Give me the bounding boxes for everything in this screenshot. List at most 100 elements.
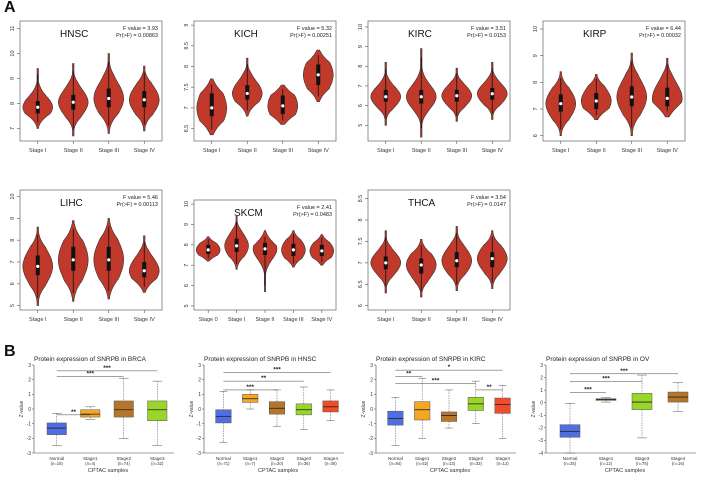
chart-title: Protein expression of SNRPB in HNSC [204, 356, 317, 363]
f-value-text: F value = 2.41 [297, 205, 332, 211]
violin-median-dot [263, 247, 267, 251]
y-tick-label: -1 [27, 421, 32, 427]
sample-count-label: (n=33) [470, 461, 483, 466]
x-tick-label: Stage IV [657, 148, 678, 154]
violin-median-dot [559, 102, 563, 106]
violin-chart-thca: 6 6.5 7 7.5 8 8.5 Stage I Stage II Stage III Stag… [358, 189, 511, 323]
chart-title: SKCM [234, 208, 263, 219]
x-tick-label: Stage I [29, 317, 47, 323]
sample-count-label: (n=7) [245, 461, 255, 466]
x-tick-label: Stage4 [671, 456, 686, 461]
y-tick-label: 0 [28, 407, 31, 413]
f-value-text: F value = 3.51 [471, 26, 506, 32]
y-tick-label: 7 [358, 84, 364, 87]
y-tick-label: 1 [370, 392, 373, 398]
violin-chart-kich: 6.5 7 7.5 8 8.5 9 Stage I Stage II Stage III Stag… [184, 20, 337, 154]
box-chart-kirc: Protein expression of SNRPB in KIRC -3 -2 -… [361, 356, 516, 474]
y-tick-label: -3 [27, 451, 32, 457]
y-tick-label: 8.5 [358, 195, 364, 203]
y-tick-label: 1 [540, 388, 543, 394]
x-tick-label: Stage4 [323, 456, 338, 461]
y-tick-label: 8 [10, 239, 16, 242]
x-tick-label: Stage2 [442, 456, 457, 461]
violin-median-dot [291, 248, 295, 252]
y-tick-label: 8 [358, 65, 364, 68]
x-tick-label: Stage III [283, 317, 304, 323]
violin-median-dot [206, 248, 210, 252]
y-tick-label: 10 [10, 193, 16, 199]
box-chart-hnsc: Protein expression of SNRPB in HNSC -3 -2 -… [189, 356, 344, 474]
y-tick-label: 7 [184, 106, 190, 109]
x-tick-label: Stage IV [134, 148, 155, 154]
sample-count-label: (n=32) [151, 461, 164, 466]
y-tick-label: 8 [358, 218, 364, 221]
y-axis-label: Z-value [361, 400, 367, 417]
x-axis-label: CPTAC samples [430, 468, 470, 474]
violin-median-dot [455, 259, 459, 263]
chart-title: THCA [408, 198, 436, 209]
p-value-text: Pr(>F) = 0.00863 [116, 33, 158, 39]
violin-median-dot [36, 105, 40, 109]
significance-stars: ** [406, 371, 412, 378]
x-tick-label: Stage II [256, 317, 275, 323]
violin-median-dot [455, 94, 459, 98]
y-tick-label: 0 [198, 407, 201, 413]
violin-median-dot [36, 264, 40, 268]
y-tick-label: 9 [184, 24, 190, 27]
y-tick-label: 5 [10, 304, 16, 307]
y-tick-label: -3 [369, 451, 374, 457]
sample-count-label: (n=16) [672, 461, 685, 466]
f-value-text: F value = 3.54 [471, 195, 506, 201]
violin-median-dot [235, 244, 239, 248]
y-tick-label: 10 [10, 50, 16, 56]
significance-stars: *** [602, 375, 610, 382]
y-tick-label: 3 [198, 363, 201, 369]
chart-title: Protein expression of SNRPB in BRCA [34, 356, 147, 363]
x-tick-label: Stage1 [83, 456, 98, 461]
x-tick-label: Stage II [412, 317, 431, 323]
p-value-text: Pr(>F) = 0.0147 [467, 202, 506, 208]
y-tick-label: 7 [184, 264, 190, 267]
y-tick-label: 10 [533, 26, 539, 32]
x-tick-label: Stage I [552, 148, 570, 154]
y-tick-label: -4 [539, 451, 544, 457]
violin-median-dot [490, 256, 494, 261]
y-tick-label: 10 [358, 24, 364, 30]
x-tick-label: Stage3 [469, 456, 484, 461]
p-value-text: Pr(>F) = 0.0483 [293, 212, 332, 218]
violin-median-dot [71, 100, 75, 104]
violin-chart-kirc: 5 6 7 8 9 10 Stage I Stage II Stage III Stage IV K… [358, 20, 511, 154]
y-tick-label: 7.5 [184, 83, 190, 91]
x-tick-label: Normal [216, 456, 231, 461]
x-tick-label: Stage III [447, 148, 468, 154]
y-tick-label: -1 [369, 421, 374, 427]
y-tick-label: 3 [28, 363, 31, 369]
violin-median-dot [71, 258, 75, 262]
x-tick-label: Stage2 [116, 456, 131, 461]
f-value-text: F value = 5.46 [123, 195, 158, 201]
violin-median-dot [210, 106, 214, 110]
chart-title: KIRP [583, 29, 607, 40]
y-tick-label: 8 [184, 243, 190, 246]
y-tick-label: -3 [539, 438, 544, 444]
significance-stars: *** [246, 384, 254, 391]
violin-median-dot [384, 261, 388, 265]
y-tick-label: 2 [198, 377, 201, 383]
x-tick-label: Stage II [64, 148, 83, 154]
significance-stars: *** [86, 371, 94, 378]
significance-stars: ** [487, 384, 493, 391]
violin-chart-kirp: 6 7 8 9 10 Stage I Stage II Stage III Stage IV KI… [533, 20, 686, 154]
y-tick-label: 7 [10, 260, 16, 263]
x-axis-label: CPTAC samples [88, 468, 128, 474]
y-tick-label: -2 [197, 436, 202, 442]
sample-count-label: (n=13) [443, 461, 456, 466]
sample-count-label: (n=84) [389, 461, 402, 466]
x-tick-label: Stage III [622, 148, 643, 154]
violin-chart-hnsc: 7 8 9 10 11 Stage I Stage II Stage III Stage IV H… [10, 20, 163, 154]
y-tick-label: 8 [184, 65, 190, 68]
y-tick-label: -1 [539, 413, 544, 419]
box-3 [440, 411, 458, 422]
chart-title: LIHC [60, 198, 83, 209]
y-tick-label: 6 [358, 304, 364, 307]
violin-median-dot [665, 96, 669, 100]
